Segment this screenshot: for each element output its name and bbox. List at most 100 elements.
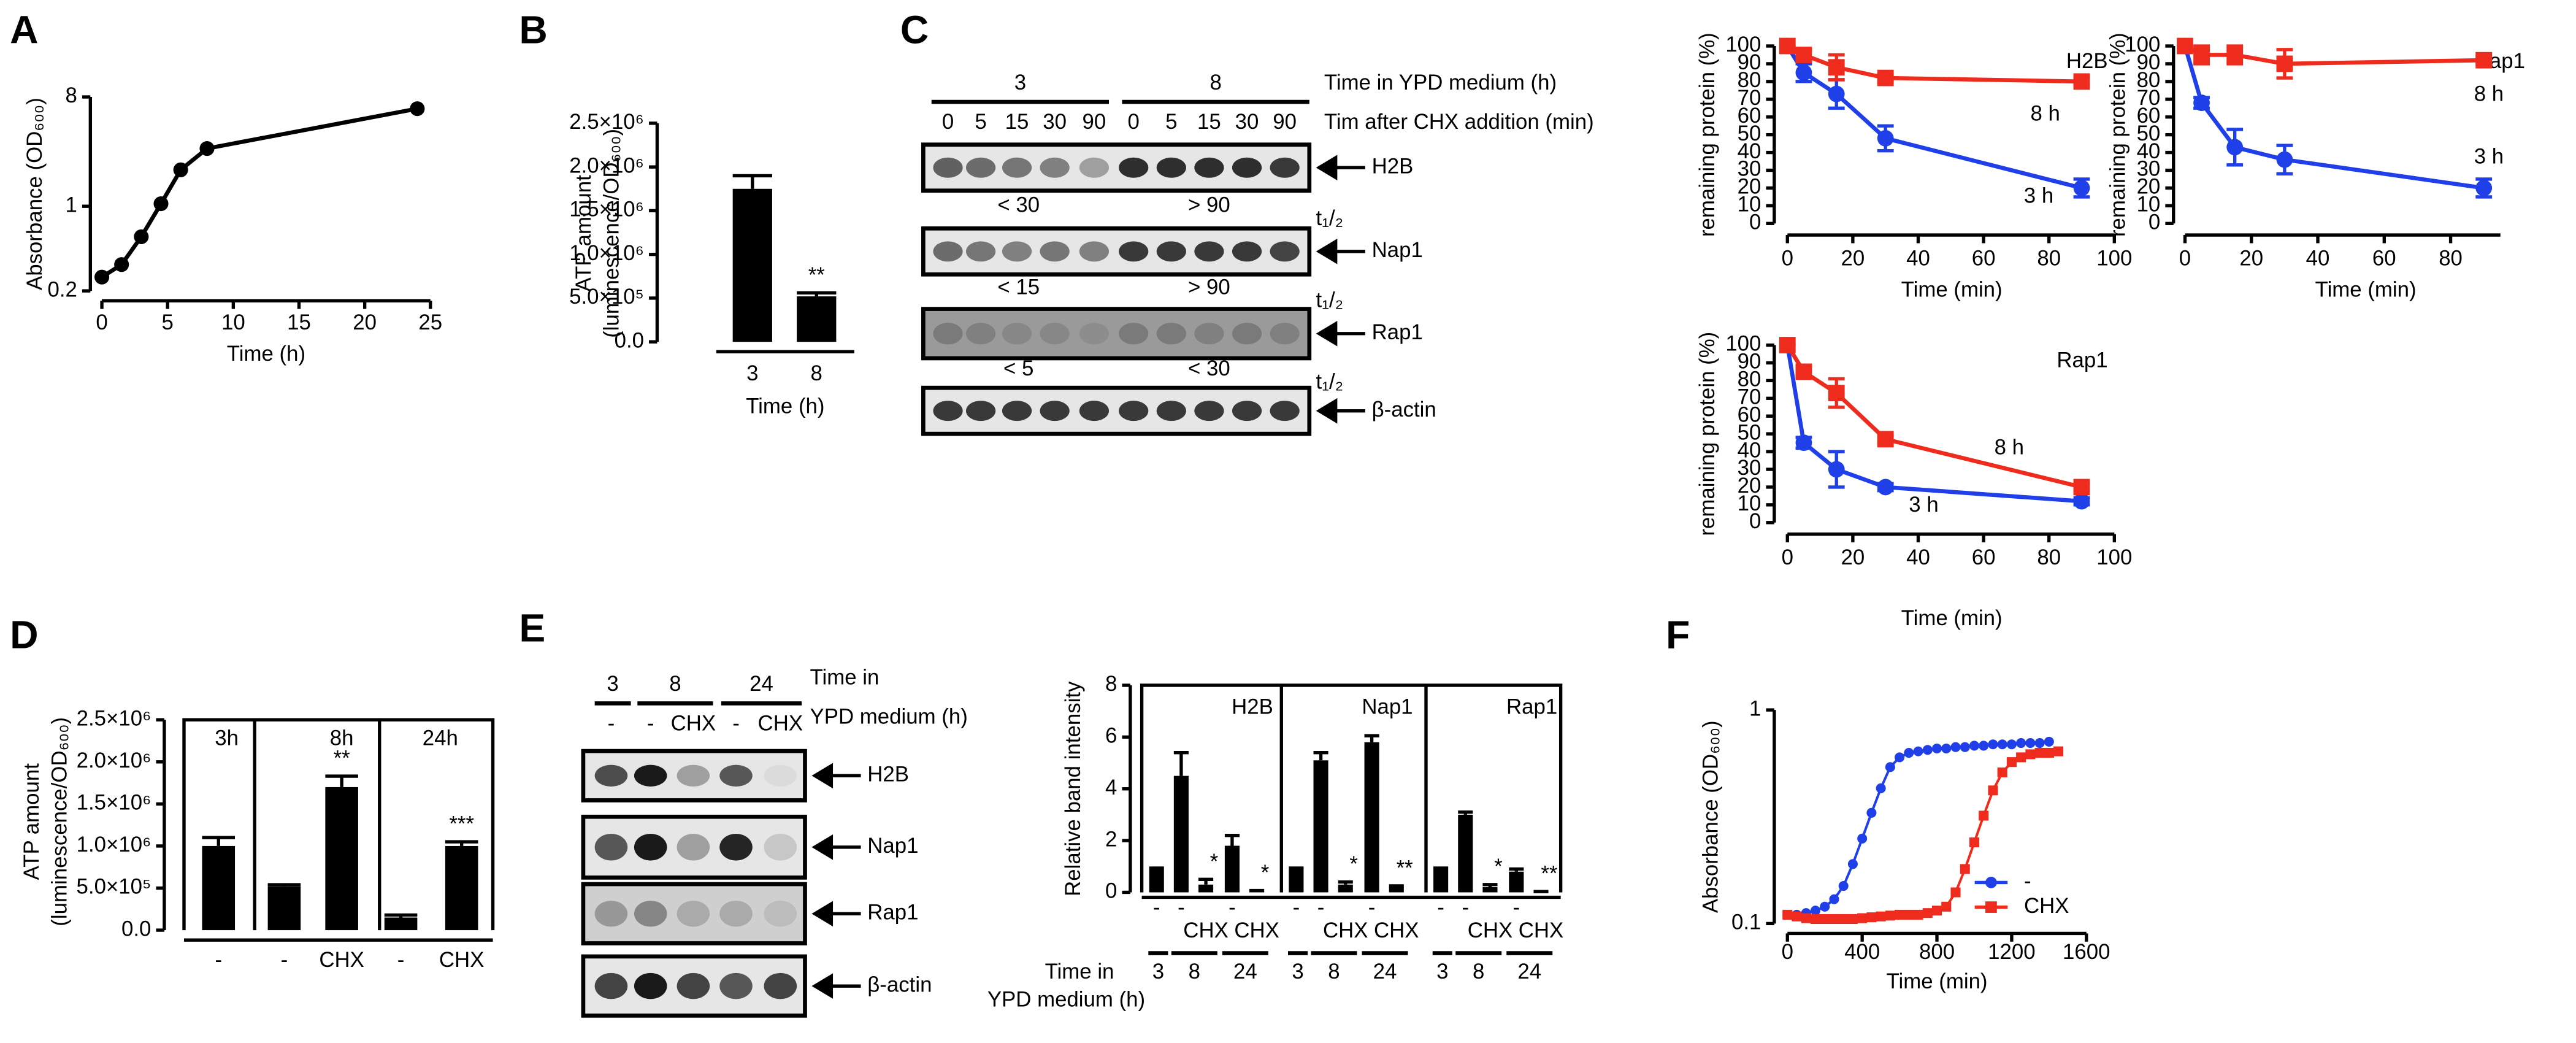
x-tick-label: CHX	[1323, 918, 1368, 942]
y-tick-label: 1.0×10⁶	[77, 833, 151, 856]
marker	[1820, 914, 1830, 925]
significance: ***	[449, 812, 474, 836]
lane-label: 15	[1197, 110, 1221, 134]
marker	[2276, 55, 2293, 72]
marker	[2475, 180, 2493, 196]
protein-label: Nap1	[1372, 238, 1423, 262]
marker	[1829, 894, 1839, 904]
marker	[1997, 767, 2007, 778]
chart-title: H2B	[2066, 49, 2108, 73]
arrow	[811, 901, 861, 927]
bar	[384, 917, 418, 931]
bar	[1482, 887, 1498, 893]
group-label: 3	[1152, 960, 1164, 983]
arrow	[811, 763, 861, 789]
blot-band	[1270, 323, 1300, 345]
group-label: 8	[1473, 960, 1484, 983]
error-bar	[1458, 810, 1473, 815]
marker	[1795, 363, 1812, 380]
y-tick-label: 100	[1725, 332, 1761, 356]
half-life: > 90	[1188, 275, 1230, 299]
blot-band	[1270, 241, 1300, 262]
blot-band	[764, 901, 797, 927]
error-bar	[384, 913, 418, 918]
error-bar	[1389, 884, 1404, 888]
group-title: YPD medium (h)	[810, 705, 968, 729]
y-tick-label: 70	[1738, 385, 1761, 409]
marker	[2025, 738, 2036, 749]
x-tick-label: 0	[96, 310, 107, 334]
group-title: Time in YPD medium (h)	[1324, 71, 1557, 94]
significance: **	[1397, 856, 1413, 880]
x-tick-label: 15	[287, 310, 311, 334]
marker	[1857, 833, 1868, 844]
lane-label: CHX	[758, 711, 803, 735]
plot-frame	[1140, 683, 1563, 893]
blot-band	[594, 972, 628, 999]
x-tick-label: -	[1293, 895, 1300, 919]
y-tick-label: 80	[2137, 68, 2161, 92]
series-label: 3 h	[2024, 184, 2053, 208]
blot-band	[1194, 401, 1224, 421]
panel-title: Rap1	[1506, 695, 1557, 719]
error-bar	[267, 883, 301, 887]
bar	[1173, 776, 1189, 893]
blot-band	[1270, 157, 1300, 178]
x-tick-label: CHX	[1183, 918, 1229, 942]
marker	[2016, 738, 2026, 749]
x-tick-label: 0	[1782, 545, 1793, 569]
y-tick-label: 2.0×10⁶	[569, 153, 644, 177]
marker	[2073, 180, 2090, 196]
marker	[1779, 37, 1796, 55]
blot-band	[1156, 241, 1186, 262]
error-bar	[325, 774, 358, 787]
x-tick-label: 60	[1972, 246, 1996, 270]
x-tick-label: -	[215, 948, 222, 972]
y-tick-label: 90	[1738, 350, 1761, 374]
x-axis-label: Time (h)	[227, 342, 305, 366]
marker	[1838, 914, 1849, 925]
blot-band	[677, 901, 710, 927]
y-axis-label: remaining protein (%)	[1695, 332, 1719, 536]
x-tick-label: 8	[811, 361, 822, 385]
y-tick-label: 10	[1738, 193, 1761, 217]
marker	[2016, 752, 2026, 763]
y-tick-label: 2.5×10⁶	[569, 110, 644, 134]
significance: *	[1349, 852, 1358, 876]
marker	[1877, 130, 1894, 147]
x-tick-label: 60	[1972, 545, 1996, 569]
protein-label: H2B	[1372, 154, 1414, 178]
group-label: 3h	[215, 726, 239, 750]
y-tick-label: 2.5×10⁶	[77, 706, 151, 730]
blot-strip	[581, 814, 807, 880]
blot-band	[1002, 323, 1032, 345]
marker	[1857, 913, 1868, 923]
marker	[1792, 911, 1802, 922]
panel-letter: E	[519, 606, 545, 650]
marker	[2276, 151, 2293, 168]
blot-band	[634, 972, 667, 999]
y-tick-label: 80	[1738, 68, 1761, 92]
y-tick-label: 30	[2137, 157, 2161, 181]
x-axis-label: Time (min)	[1901, 277, 2003, 301]
series-label: 3 h	[2474, 144, 2504, 168]
marker	[94, 269, 110, 285]
blot-band	[1156, 401, 1186, 421]
chart-title: Rap1	[2057, 348, 2107, 372]
arrow	[1316, 239, 1365, 264]
lane-label: 15	[1005, 110, 1029, 134]
marker	[1810, 906, 1821, 916]
significance: *	[1494, 855, 1503, 879]
half-life: > 90	[1188, 193, 1230, 217]
marker	[1985, 877, 1997, 888]
blot-band	[1194, 241, 1224, 262]
marker	[1913, 909, 1923, 920]
marker	[2193, 94, 2210, 111]
arrow	[1316, 320, 1365, 347]
blot-band	[933, 401, 963, 421]
blot-band	[719, 972, 753, 999]
x-tick-label: 0	[2179, 246, 2191, 270]
y-tick-label: 5.0×10⁵	[77, 875, 151, 899]
marker	[1941, 901, 1952, 912]
series-label: 8 h	[1995, 435, 2024, 459]
